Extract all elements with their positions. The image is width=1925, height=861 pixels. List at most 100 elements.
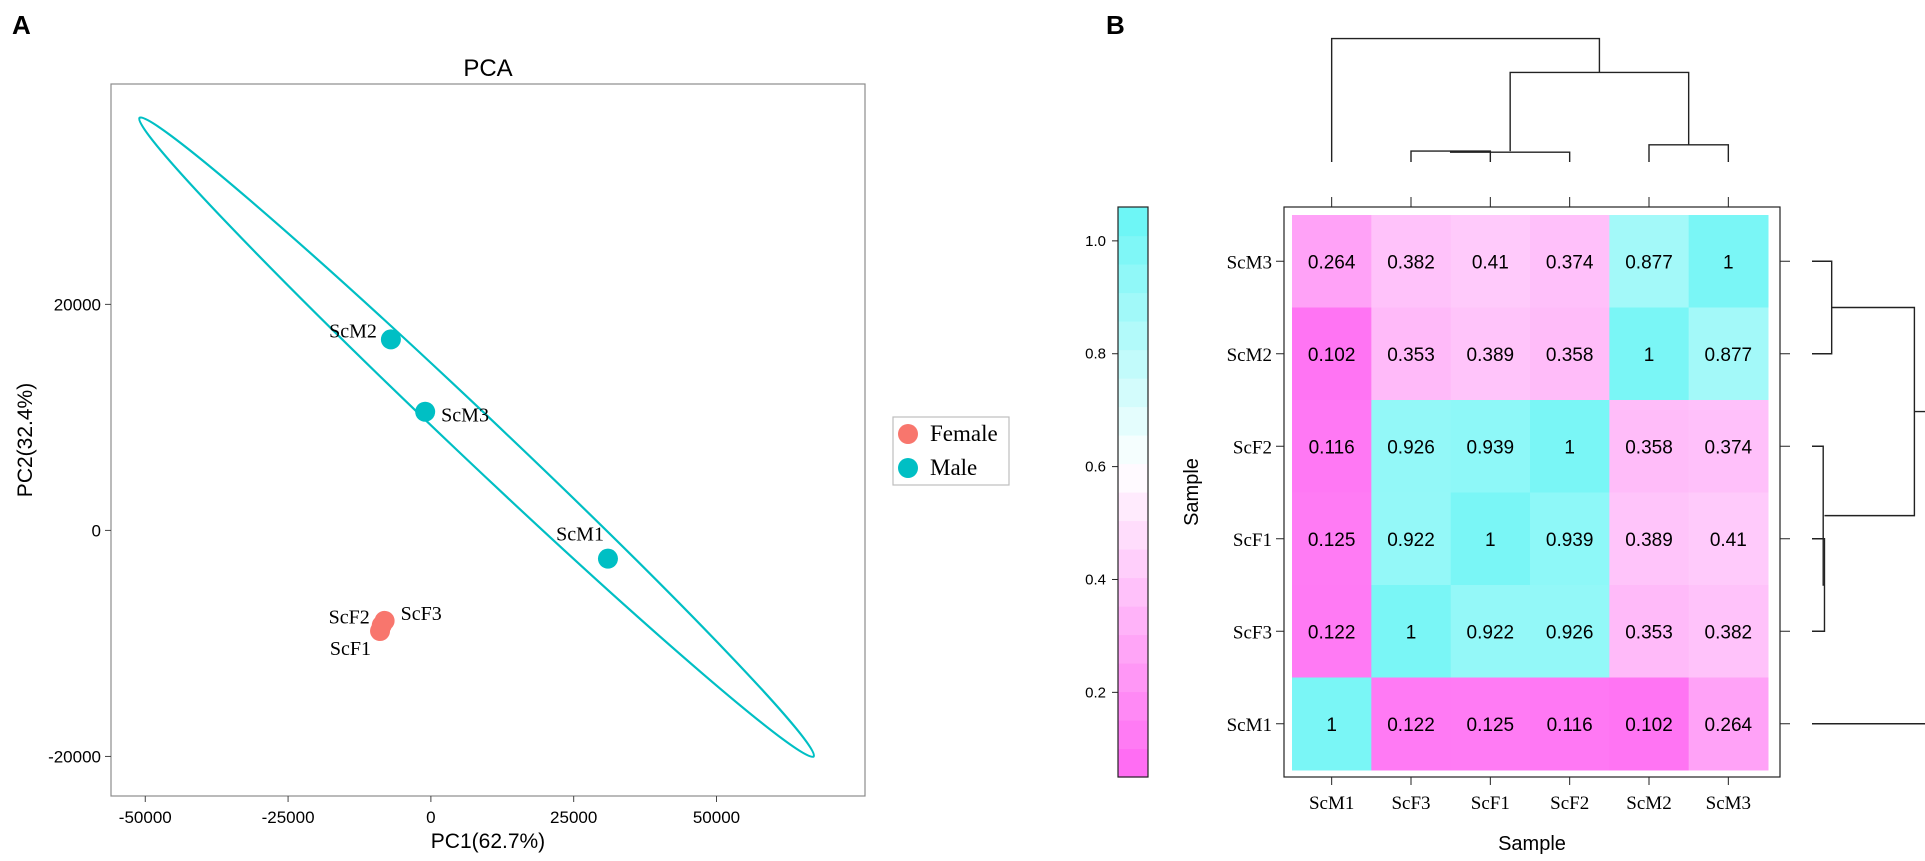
panel-label-a: A xyxy=(12,10,31,40)
colorbar-step xyxy=(1118,435,1148,465)
heatmap-y-label: ScM3 xyxy=(1227,252,1272,273)
colorbar-step xyxy=(1118,463,1148,493)
colorbar-step xyxy=(1118,691,1148,721)
heatmap-value: 0.926 xyxy=(1546,622,1594,643)
heatmap-x-label: ScF2 xyxy=(1550,793,1589,814)
heatmap-value: 1 xyxy=(1564,437,1575,458)
right-dendro-link-m2-m3 xyxy=(1812,260,1833,355)
heatmap-value: 0.389 xyxy=(1625,530,1673,551)
heatmap-value: 0.374 xyxy=(1705,437,1753,458)
colorbar-step xyxy=(1118,549,1148,579)
y-axis-label: PC2(32.4%) xyxy=(14,383,37,497)
heatmap-cell xyxy=(1450,677,1531,771)
heatmap-cell xyxy=(1450,307,1531,401)
colorbar-step xyxy=(1118,634,1148,664)
heatmap-y-label: ScM1 xyxy=(1227,715,1272,736)
heatmap-x-label: ScM1 xyxy=(1309,793,1354,814)
heatmap-value: 1 xyxy=(1644,345,1655,366)
colorbar-step xyxy=(1118,748,1148,778)
heatmap-value: 0.41 xyxy=(1710,530,1747,551)
top-dendro-link-m2-m3 xyxy=(1648,144,1730,162)
point-scm2 xyxy=(380,329,401,350)
legend-label-male: Male xyxy=(930,455,977,480)
heatmap-value: 0.353 xyxy=(1387,345,1435,366)
heatmap-cell xyxy=(1371,215,1452,308)
legend-swatch-male xyxy=(898,458,918,478)
heatmap-y-axis-label: Sample xyxy=(1181,458,1203,526)
legend-swatch-female xyxy=(898,424,918,444)
heatmap-value: 0.116 xyxy=(1309,437,1355,458)
heatmap-cell xyxy=(1609,400,1690,493)
colorbar: 0.2 0.4 0.6 0.8 1.0 xyxy=(1085,206,1149,778)
heatmap-cell xyxy=(1530,677,1610,771)
heatmap-value: 1 xyxy=(1723,252,1734,273)
heatmap-value: 0.264 xyxy=(1308,252,1356,273)
heatmap-y-label: ScF2 xyxy=(1233,437,1272,458)
heatmap-value: 0.102 xyxy=(1308,345,1356,366)
y-tick-label: 0 xyxy=(92,521,101,540)
colorbar-frame xyxy=(1117,206,1149,778)
heatmap-cell xyxy=(1292,677,1372,771)
colorbar-tick-label: 0.8 xyxy=(1085,346,1106,363)
top-dendro-link-f-f2 xyxy=(1449,151,1571,162)
male-confidence-ellipse xyxy=(138,116,816,758)
heatmap-cell xyxy=(1530,307,1610,401)
right-dendro-link-f-m xyxy=(1824,306,1916,517)
heatmap-value: 0.122 xyxy=(1308,622,1356,643)
heatmap-value: 0.939 xyxy=(1546,530,1594,551)
heatmap-cell xyxy=(1688,215,1769,308)
x-tick-label: 50000 xyxy=(693,808,740,827)
colorbar-step xyxy=(1118,264,1148,294)
right-dendro-link-f-f2 xyxy=(1812,445,1825,586)
heatmap-cell xyxy=(1530,215,1610,308)
point-scf1 xyxy=(370,620,391,641)
x-tick-label: 0 xyxy=(426,808,435,827)
heatmap-x-axis-label: Sample xyxy=(1498,833,1566,855)
colorbar-step xyxy=(1118,349,1148,379)
top-dendro-link-f-m xyxy=(1509,71,1690,152)
heatmap-cell xyxy=(1609,307,1690,401)
heatmap-y-label: ScM2 xyxy=(1227,345,1272,366)
heatmap-cell xyxy=(1609,215,1690,308)
colorbar-step xyxy=(1118,235,1148,265)
point-scm3 xyxy=(415,401,436,422)
heatmap-cell xyxy=(1292,492,1372,586)
chart-title: PCA xyxy=(463,55,512,82)
heatmap-y-label: ScF1 xyxy=(1233,530,1272,551)
point-label-scm3: ScM3 xyxy=(441,405,489,427)
heatmap-x-label: ScM2 xyxy=(1626,793,1671,814)
heatmap-y-label: ScF3 xyxy=(1233,622,1272,643)
heatmap-cell xyxy=(1292,215,1372,308)
point-label-scf3: ScF3 xyxy=(401,603,442,625)
heatmap-x-label: ScF3 xyxy=(1391,793,1430,814)
colorbar-step xyxy=(1118,378,1148,408)
dendrogram xyxy=(1330,37,1925,725)
colorbar-tick-label: 0.6 xyxy=(1085,459,1106,476)
heatmap-cell xyxy=(1450,492,1531,586)
colorbar-tick-label: 1.0 xyxy=(1085,233,1106,250)
heatmap-cell xyxy=(1371,585,1452,678)
pca-legend: Female Male xyxy=(892,416,1010,486)
top-dendro-link-root xyxy=(1330,37,1601,162)
point-label-scm1: ScM1 xyxy=(556,524,604,546)
colorbar-step xyxy=(1118,577,1148,607)
heatmap-cell xyxy=(1530,400,1610,493)
heatmap-chart: 0.264 0.382 0.41 0.374 0.877 1 0.102 0.353 0.389… xyxy=(1181,197,1790,855)
heatmap-value: 0.125 xyxy=(1467,715,1515,736)
heatmap-value: 0.877 xyxy=(1625,252,1673,273)
heatmap-cell xyxy=(1371,307,1452,401)
heatmap-cell xyxy=(1688,492,1769,586)
heatmap-cell xyxy=(1371,492,1452,586)
heatmap-cell xyxy=(1688,400,1769,493)
colorbar-step xyxy=(1118,606,1148,636)
point-scm1 xyxy=(597,548,618,569)
colorbar-tick-label: 0.2 xyxy=(1085,684,1106,701)
colorbar-tick-label: 0.4 xyxy=(1085,571,1106,588)
heatmap-cell xyxy=(1450,585,1531,678)
heatmap-value: 0.116 xyxy=(1547,715,1593,736)
heatmap-x-label: ScF1 xyxy=(1471,793,1510,814)
heatmap-cell xyxy=(1609,585,1690,678)
heatmap-cell xyxy=(1530,585,1610,678)
heatmap-value: 0.926 xyxy=(1387,437,1435,458)
heatmap-value: 0.877 xyxy=(1705,345,1753,366)
